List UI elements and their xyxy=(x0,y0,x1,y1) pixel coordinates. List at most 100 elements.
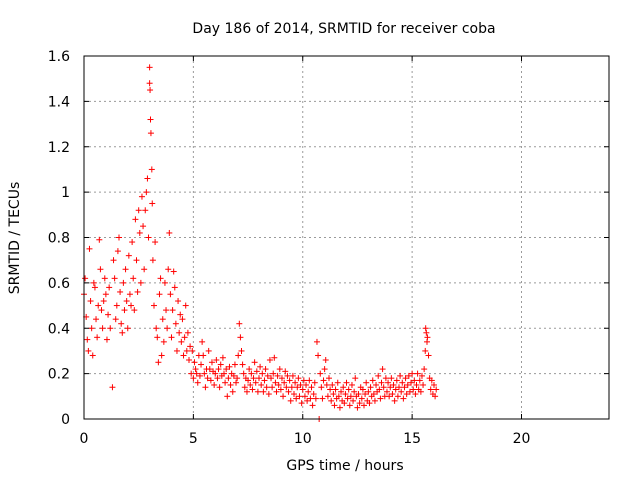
data-point xyxy=(135,207,142,214)
data-point xyxy=(113,302,120,309)
data-point xyxy=(271,354,278,361)
data-point xyxy=(341,400,348,407)
data-point xyxy=(190,375,197,382)
data-point xyxy=(198,361,205,368)
data-point xyxy=(165,266,172,273)
data-point xyxy=(191,359,198,366)
data-point xyxy=(167,291,174,298)
data-point xyxy=(201,370,208,377)
data-point xyxy=(376,386,383,393)
data-point xyxy=(377,395,384,402)
data-point xyxy=(260,388,267,395)
data-point xyxy=(276,366,283,373)
data-point xyxy=(93,316,100,323)
data-point xyxy=(350,397,357,404)
data-point xyxy=(97,266,104,273)
data-point xyxy=(359,386,366,393)
data-point xyxy=(318,384,325,391)
data-point xyxy=(317,370,324,377)
data-point xyxy=(149,257,156,264)
data-point xyxy=(402,375,409,382)
data-point xyxy=(245,377,252,384)
data-point xyxy=(278,375,285,382)
data-point xyxy=(266,357,273,364)
data-point xyxy=(343,379,350,386)
data-point xyxy=(241,384,248,391)
data-point xyxy=(392,386,399,393)
data-point xyxy=(215,366,222,373)
data-point xyxy=(379,366,386,373)
data-point xyxy=(264,372,271,379)
data-point xyxy=(261,377,268,384)
data-point xyxy=(369,377,376,384)
data-point xyxy=(110,257,117,264)
data-point xyxy=(189,347,196,354)
data-point xyxy=(138,193,145,200)
data-point xyxy=(95,302,102,309)
data-point xyxy=(307,395,314,402)
data-point xyxy=(202,384,209,391)
x-tick-label: 0 xyxy=(80,431,89,447)
data-point xyxy=(265,391,272,398)
data-point xyxy=(207,377,214,384)
data-point xyxy=(390,381,397,388)
data-point xyxy=(89,352,96,359)
data-point xyxy=(216,384,223,391)
data-point xyxy=(90,279,97,286)
data-point xyxy=(385,379,392,386)
data-point xyxy=(194,379,201,386)
y-tick-label: 0.2 xyxy=(48,367,70,383)
data-point xyxy=(231,361,238,368)
data-point xyxy=(298,400,305,407)
data-point xyxy=(393,377,400,384)
data-point xyxy=(155,359,162,366)
data-point xyxy=(319,395,326,402)
data-point xyxy=(365,388,372,395)
data-point xyxy=(340,384,347,391)
x-tick-labels: 0 5 10 15 20 xyxy=(80,431,531,447)
data-point xyxy=(180,352,187,359)
data-point xyxy=(132,216,139,223)
data-point xyxy=(380,384,387,391)
data-point xyxy=(375,372,382,379)
data-point xyxy=(300,377,307,384)
data-point xyxy=(412,391,419,398)
data-point xyxy=(173,347,180,354)
data-point xyxy=(183,347,190,354)
data-point xyxy=(254,388,261,395)
data-point xyxy=(199,338,206,345)
data-point xyxy=(409,370,416,377)
data-point xyxy=(417,388,424,395)
data-point xyxy=(258,381,265,388)
data-point xyxy=(239,361,246,368)
data-point xyxy=(283,384,290,391)
data-point xyxy=(121,307,128,314)
y-axis-label: SRMTID / TECUs xyxy=(7,182,23,295)
data-point xyxy=(109,384,116,391)
data-point xyxy=(221,370,227,377)
y-tick-label: 1.6 xyxy=(48,49,70,65)
data-point xyxy=(272,379,279,386)
data-point xyxy=(227,381,234,388)
data-point xyxy=(158,352,165,359)
data-point xyxy=(217,361,224,368)
data-point xyxy=(288,384,295,391)
data-point xyxy=(432,393,439,400)
data-point xyxy=(256,375,262,382)
data-point xyxy=(324,393,331,400)
data-point xyxy=(143,189,150,196)
data-point xyxy=(284,372,291,379)
data-point xyxy=(85,347,92,354)
data-point xyxy=(399,379,406,386)
x-axis-label: GPS time / hours xyxy=(286,458,403,474)
data-point xyxy=(82,275,89,282)
data-point xyxy=(422,325,429,332)
data-point xyxy=(96,236,103,243)
data-point xyxy=(282,368,289,375)
x-tick-label: 5 xyxy=(189,431,198,447)
data-point xyxy=(171,284,178,291)
y-tick-label: 0.6 xyxy=(48,276,70,292)
axis-ticks xyxy=(83,55,609,420)
data-point xyxy=(401,384,408,391)
data-point xyxy=(99,325,106,332)
